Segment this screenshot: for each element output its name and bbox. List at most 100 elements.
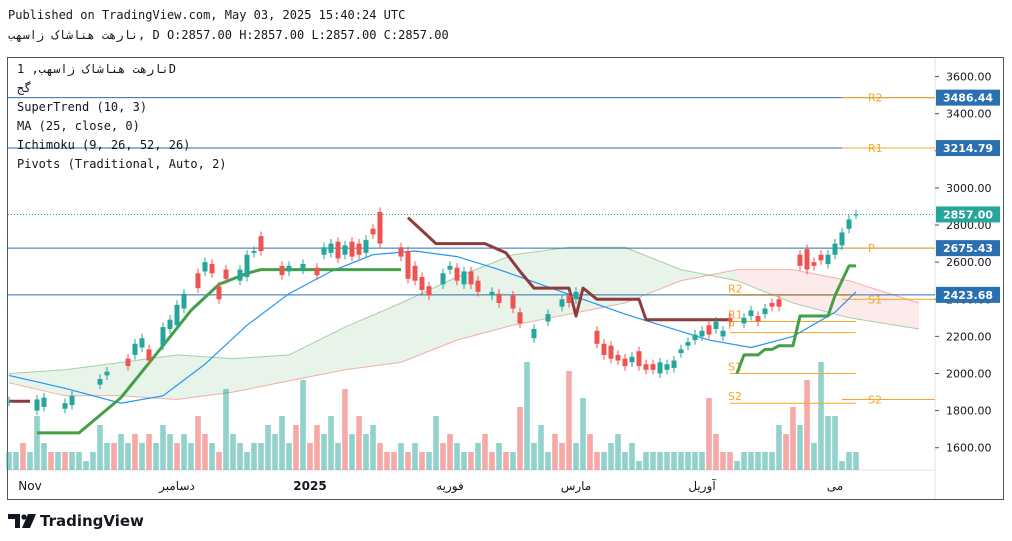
candle-body[interactable] [125,358,131,367]
candle-body[interactable] [419,276,425,290]
candle-body[interactable] [531,328,537,339]
candle-body[interactable] [69,395,75,406]
candle-body[interactable] [510,295,516,309]
legend-indicator-pivots[interactable]: Pivots (Traditional, Auto, 2) [17,157,227,171]
candle-body[interactable] [839,232,845,246]
candle-body[interactable] [713,321,719,329]
candle-body[interactable] [601,343,607,355]
candle-body[interactable] [643,364,649,370]
candle-body[interactable] [363,239,369,253]
candle-body[interactable] [489,291,495,296]
candle-body[interactable] [699,330,705,337]
candle-body[interactable] [608,345,614,359]
candle-body[interactable] [797,254,803,266]
candle-body[interactable] [181,293,187,309]
candle-body[interactable] [349,241,355,257]
candle-body[interactable] [370,228,376,235]
candle-body[interactable] [454,267,460,281]
candle-body[interactable] [664,364,670,370]
candle-body[interactable] [132,343,138,355]
candle-body[interactable] [160,327,166,346]
candle-body[interactable] [678,349,684,354]
candle-body[interactable] [146,349,152,361]
legend-indicator-ichimoku[interactable]: Ichimoku (9, 26, 52, 26) [17,138,191,152]
candle-body[interactable] [615,354,621,361]
candle-body[interactable] [818,254,824,261]
candle-body[interactable] [314,267,320,276]
candle-body[interactable] [405,251,411,279]
candle-body[interactable] [804,249,810,270]
candle-body[interactable] [342,245,348,255]
candle-body[interactable] [496,293,502,303]
candle-body[interactable] [748,310,754,316]
candle-body[interactable] [167,319,173,329]
candle-body[interactable] [559,299,565,307]
candle-body[interactable] [97,379,103,385]
candle-body[interactable] [244,254,250,277]
candle-body[interactable] [629,356,635,363]
candle-body[interactable] [447,265,453,270]
candle-body[interactable] [545,314,551,322]
candle-body[interactable] [321,247,327,255]
candle-body[interactable] [720,330,726,337]
candle-body[interactable] [671,360,677,368]
candle-body[interactable] [62,403,68,409]
candle-body[interactable] [258,236,264,252]
candle-body[interactable] [139,338,145,348]
candle-body[interactable] [412,265,418,281]
candle-body[interactable] [209,264,215,274]
candle-body[interactable] [853,214,859,216]
volume-bar [797,425,803,470]
candle-body[interactable] [762,308,768,315]
candle-body[interactable] [468,271,474,285]
candle-body[interactable] [692,334,698,341]
candle-body[interactable] [727,317,733,322]
candle-body[interactable] [41,397,47,407]
candle-body[interactable] [517,312,523,324]
candle-body[interactable] [832,243,838,255]
candle-body[interactable] [440,273,446,285]
candle-body[interactable] [594,330,600,344]
candle-body[interactable] [461,271,467,285]
candle-body[interactable] [279,265,285,276]
candle-body[interactable] [216,286,222,300]
candle-body[interactable] [398,247,404,257]
price-axis-label-bg [936,140,1000,157]
candle-body[interactable] [104,371,110,376]
candle-body[interactable] [286,265,292,272]
candle-body[interactable] [202,262,208,272]
candle-body[interactable] [223,269,229,279]
candle-body[interactable] [328,243,334,253]
candle-body[interactable] [846,219,852,229]
candle-body[interactable] [685,341,691,346]
candle-body[interactable] [706,325,712,335]
candle-body[interactable] [566,295,572,303]
candle-body[interactable] [657,362,663,374]
candle-body[interactable] [300,264,306,270]
candle-body[interactable] [174,304,180,326]
candle-body[interactable] [755,315,761,322]
candle-body[interactable] [776,299,782,307]
candle-body[interactable] [237,269,243,281]
candle-body[interactable] [377,212,383,244]
candle-body[interactable] [34,399,40,411]
candle-body[interactable] [622,358,628,367]
legend-indicator-ma[interactable]: MA (25, close, 0) [17,119,140,133]
candle-body[interactable] [195,273,201,289]
candle-body[interactable] [573,291,579,300]
candle-body[interactable] [825,254,831,264]
candle-body[interactable] [6,401,12,403]
candle-body[interactable] [769,302,775,307]
chart-frame[interactable] [7,57,1004,500]
candle-body[interactable] [356,243,362,255]
candle-body[interactable] [335,241,341,259]
candle-body[interactable] [426,286,432,296]
candle-body[interactable] [636,351,642,367]
candle-body[interactable] [811,262,817,266]
candle-body[interactable] [650,364,656,370]
candle-body[interactable] [741,317,747,324]
candle-body[interactable] [475,280,481,292]
legend-indicator-supertrend[interactable]: SuperTrend (10, 3) [17,100,148,114]
candle-body[interactable] [251,251,257,253]
